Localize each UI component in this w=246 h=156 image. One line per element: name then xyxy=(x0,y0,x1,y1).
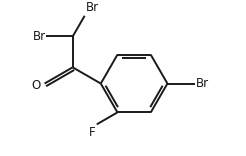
Text: O: O xyxy=(31,79,40,92)
Text: Br: Br xyxy=(32,30,46,43)
Text: F: F xyxy=(88,126,95,139)
Text: Br: Br xyxy=(196,77,209,90)
Text: Br: Br xyxy=(86,1,99,14)
